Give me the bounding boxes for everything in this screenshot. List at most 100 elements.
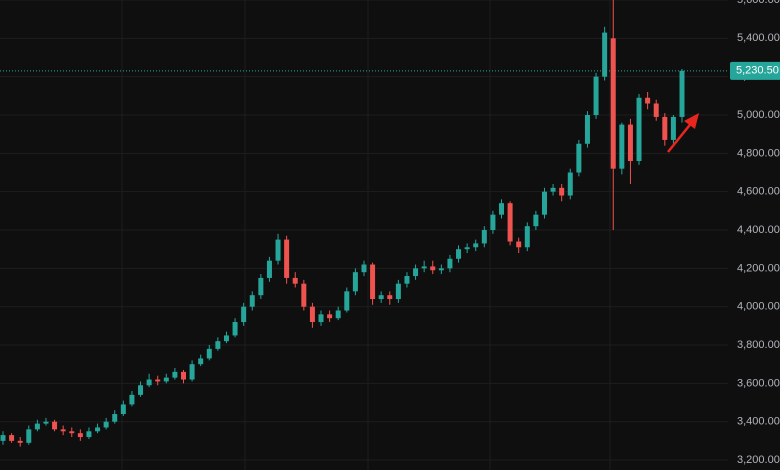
candle-body xyxy=(524,226,530,248)
candle-body xyxy=(387,295,393,300)
candle-body xyxy=(541,191,547,215)
candle-body xyxy=(95,427,101,432)
candles xyxy=(0,0,685,447)
candle-body xyxy=(43,421,49,424)
candle-body xyxy=(370,264,376,300)
candle-body xyxy=(266,260,272,278)
candle-body xyxy=(309,306,315,323)
candle-body xyxy=(241,306,247,323)
candle-body xyxy=(189,364,195,380)
y-tick-label: 3,600.00 xyxy=(737,377,780,389)
annotation-arrow xyxy=(667,113,699,153)
candle-body xyxy=(223,335,229,342)
candle-body xyxy=(464,247,470,250)
last-price-label: 5,230.50 xyxy=(736,65,779,77)
candle-body xyxy=(576,143,582,173)
candle-body xyxy=(499,203,505,215)
y-tick-label: 3,400.00 xyxy=(737,416,780,428)
vertical-grid xyxy=(121,0,611,470)
candle-body xyxy=(284,239,290,278)
candle-body xyxy=(77,433,83,438)
candle-body xyxy=(430,266,436,271)
y-tick-label: 3,200.00 xyxy=(737,454,780,466)
candle-body xyxy=(69,431,75,434)
y-tick-label: 4,800.00 xyxy=(737,147,780,159)
candle-body xyxy=(17,440,23,443)
candle-body xyxy=(129,394,135,405)
candle-body xyxy=(301,283,307,307)
candle-body xyxy=(473,243,479,248)
candle-body xyxy=(318,314,324,323)
candle-body xyxy=(395,283,401,300)
candle-body xyxy=(155,379,161,382)
candle-body xyxy=(327,314,333,319)
candle-body xyxy=(413,268,419,277)
last-price-tag xyxy=(730,61,780,80)
candle-body xyxy=(232,322,238,336)
y-tick-label: 5,000.00 xyxy=(737,109,780,121)
candle-body xyxy=(180,371,186,380)
candle-body xyxy=(481,230,487,244)
y-tick-label: 3,800.00 xyxy=(737,339,780,351)
candle-body xyxy=(559,187,565,196)
candle-body xyxy=(198,358,204,365)
candle-body xyxy=(26,429,32,443)
candle-body xyxy=(206,348,212,359)
candle-body xyxy=(653,103,659,117)
candle-body xyxy=(662,116,668,140)
y-tick-label: 5,600.00 xyxy=(737,0,780,6)
candle-body xyxy=(670,116,676,140)
candle-body xyxy=(249,295,255,307)
candle-body xyxy=(645,97,651,104)
candle-body xyxy=(292,277,298,284)
candle-body xyxy=(86,431,92,438)
candle-body xyxy=(438,268,444,271)
candle-body xyxy=(404,276,410,284)
candle-body xyxy=(103,421,109,428)
candle-body xyxy=(516,241,522,248)
candle-body xyxy=(0,435,6,441)
candle-body xyxy=(146,379,152,386)
candle-body xyxy=(112,414,118,422)
candle-body xyxy=(456,249,462,259)
candle-body xyxy=(378,295,384,300)
candle-body xyxy=(344,291,350,311)
candle-body xyxy=(163,377,169,382)
candle-body xyxy=(602,32,608,77)
candle-body xyxy=(361,264,367,273)
candle-body xyxy=(550,187,556,192)
candle-body xyxy=(215,341,221,349)
candle-body xyxy=(275,239,281,261)
candle-body xyxy=(34,423,40,430)
y-tick-label: 4,200.00 xyxy=(737,262,780,274)
candle-body xyxy=(258,277,264,296)
price-axis: 3,200.00 3,400.00 3,600.00 3,800.00 4,000.00… xyxy=(728,0,780,470)
candle-body xyxy=(421,266,427,269)
candle-body xyxy=(627,124,633,162)
y-tick-label: 4,600.00 xyxy=(737,186,780,198)
candle-body xyxy=(9,435,15,441)
candle-body xyxy=(584,115,590,144)
candle-body xyxy=(567,172,573,196)
candle-body xyxy=(52,421,58,430)
candle-body xyxy=(447,258,453,269)
candle-body xyxy=(352,272,358,292)
candle-body xyxy=(172,371,178,378)
candle-body xyxy=(610,38,616,169)
candle-body xyxy=(138,385,144,395)
candle-body xyxy=(636,97,642,162)
candle-body xyxy=(335,310,341,319)
candle-body xyxy=(60,429,66,432)
candle-body xyxy=(679,70,685,117)
y-tick-label: 4,000.00 xyxy=(737,301,780,313)
candle-body xyxy=(507,203,513,242)
candle-body xyxy=(120,404,126,415)
candle-body xyxy=(533,214,539,227)
y-tick-label: 4,400.00 xyxy=(737,224,780,236)
grid xyxy=(0,0,728,461)
candle-body xyxy=(619,124,625,169)
y-tick-label: 5,400.00 xyxy=(737,32,780,44)
candle-body xyxy=(490,214,496,231)
candle-body xyxy=(593,76,599,116)
